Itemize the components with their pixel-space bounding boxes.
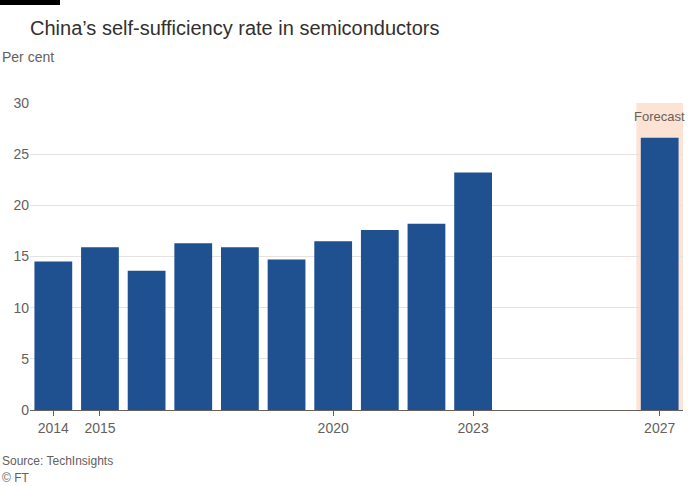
- svg-text:2015: 2015: [84, 420, 115, 436]
- svg-text:2023: 2023: [458, 420, 489, 436]
- svg-text:25: 25: [13, 146, 29, 162]
- svg-text:2020: 2020: [318, 420, 349, 436]
- svg-text:China’s self-sufficiency rate: China’s self-sufficiency rate in semicon…: [30, 17, 439, 39]
- svg-text:0: 0: [21, 402, 29, 418]
- svg-text:Per cent: Per cent: [2, 49, 54, 65]
- svg-text:15: 15: [13, 248, 29, 264]
- svg-text:20: 20: [13, 197, 29, 213]
- svg-text:© FT: © FT: [2, 471, 30, 485]
- svg-text:30: 30: [13, 95, 29, 111]
- svg-text:10: 10: [13, 300, 29, 316]
- svg-text:2027: 2027: [644, 420, 675, 436]
- svg-text:Forecast: Forecast: [634, 109, 685, 124]
- svg-text:2014: 2014: [38, 420, 69, 436]
- svg-text:5: 5: [21, 351, 29, 367]
- svg-text:Source: TechInsights: Source: TechInsights: [2, 454, 113, 468]
